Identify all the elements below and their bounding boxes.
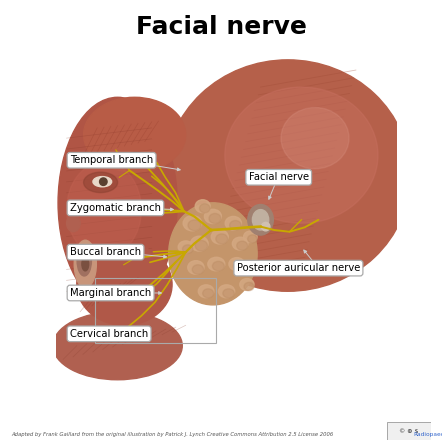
Ellipse shape: [192, 265, 204, 274]
Ellipse shape: [204, 209, 221, 224]
Ellipse shape: [248, 205, 273, 235]
Text: © ⊕ $: © ⊕ $: [399, 428, 419, 434]
Ellipse shape: [82, 257, 89, 271]
Ellipse shape: [183, 216, 202, 231]
Text: Adapted by Frank Gaillard from the original illustration by Patrick J. Lynch Cre: Adapted by Frank Gaillard from the origi…: [11, 432, 333, 437]
Ellipse shape: [237, 241, 248, 250]
Bar: [95, 278, 216, 343]
Ellipse shape: [183, 245, 193, 253]
Text: Marginal branch: Marginal branch: [70, 288, 151, 298]
Ellipse shape: [213, 261, 224, 271]
Text: Radiopaedia.org: Radiopaedia.org: [413, 432, 442, 437]
Ellipse shape: [261, 222, 270, 231]
Text: Cervical branch: Cervical branch: [70, 329, 148, 339]
Ellipse shape: [169, 203, 257, 305]
Ellipse shape: [165, 60, 410, 291]
Text: Posterior auricular nerve: Posterior auricular nerve: [237, 263, 360, 273]
Ellipse shape: [223, 289, 234, 298]
Ellipse shape: [198, 285, 214, 298]
Text: Temporal branch: Temporal branch: [70, 155, 153, 165]
Ellipse shape: [209, 213, 221, 224]
Text: Facial nerve: Facial nerve: [136, 15, 306, 39]
Ellipse shape: [248, 235, 257, 243]
Ellipse shape: [84, 172, 118, 193]
Ellipse shape: [208, 257, 225, 271]
Ellipse shape: [195, 200, 210, 213]
Ellipse shape: [178, 241, 193, 253]
Ellipse shape: [244, 231, 257, 243]
Ellipse shape: [218, 285, 235, 298]
Ellipse shape: [99, 178, 107, 186]
Ellipse shape: [77, 244, 172, 325]
Ellipse shape: [232, 237, 248, 250]
Ellipse shape: [67, 215, 80, 232]
Ellipse shape: [230, 221, 241, 230]
Ellipse shape: [216, 234, 228, 244]
Text: Zygomatic branch: Zygomatic branch: [70, 203, 161, 213]
Ellipse shape: [211, 230, 228, 244]
Text: Buccal branch: Buccal branch: [70, 247, 141, 257]
Ellipse shape: [84, 97, 186, 172]
Ellipse shape: [67, 162, 141, 257]
Ellipse shape: [225, 87, 378, 223]
Ellipse shape: [195, 240, 208, 251]
Ellipse shape: [240, 278, 254, 290]
Ellipse shape: [58, 97, 177, 308]
Text: Facial nerve: Facial nerve: [249, 172, 309, 182]
Ellipse shape: [74, 240, 96, 288]
Ellipse shape: [188, 261, 204, 274]
Ellipse shape: [203, 289, 213, 298]
Ellipse shape: [229, 258, 244, 271]
Ellipse shape: [225, 217, 241, 230]
Ellipse shape: [93, 177, 112, 187]
Ellipse shape: [233, 262, 244, 271]
Ellipse shape: [281, 107, 349, 169]
Ellipse shape: [53, 312, 182, 380]
Ellipse shape: [191, 236, 208, 251]
Ellipse shape: [77, 245, 91, 276]
Ellipse shape: [252, 210, 269, 230]
Ellipse shape: [188, 220, 201, 231]
Ellipse shape: [199, 204, 210, 213]
Ellipse shape: [244, 282, 254, 291]
